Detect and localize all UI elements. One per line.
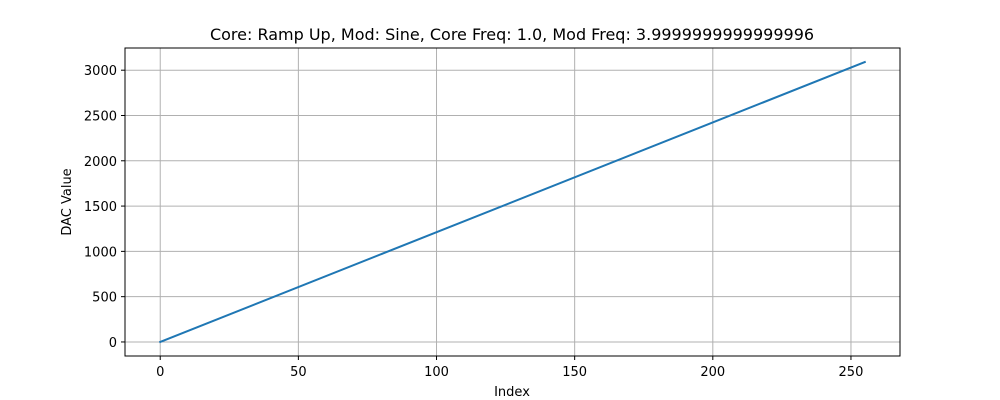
- y-tick-label: 2000: [84, 155, 117, 170]
- grid-layer: [125, 48, 900, 356]
- series-layer: [158, 60, 867, 344]
- chart-title: Core: Ramp Up, Mod: Sine, Core Freq: 1.0…: [210, 25, 814, 44]
- y-tick-label: 1000: [84, 245, 117, 260]
- y-tick-label: 3000: [84, 64, 117, 79]
- y-tick-label: 2500: [84, 109, 117, 124]
- y-axis-label: DAC Value: [60, 168, 75, 235]
- y-tick-label: 0: [109, 336, 117, 351]
- x-tick-label: 50: [290, 365, 307, 380]
- plot-area-frame: [124, 47, 901, 357]
- x-tick-label: 250: [839, 365, 864, 380]
- x-tick-label: 100: [424, 365, 449, 380]
- x-axis-label: Index: [494, 385, 530, 400]
- x-tick-label: 0: [156, 365, 164, 380]
- series-line: [158, 60, 867, 344]
- y-tick-label: 1500: [84, 200, 117, 215]
- y-tick-label: 500: [92, 291, 117, 306]
- x-tick-label: 200: [700, 365, 725, 380]
- x-tick-label: 150: [562, 365, 587, 380]
